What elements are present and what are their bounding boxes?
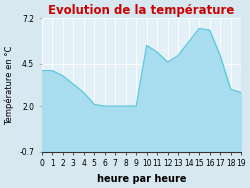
Y-axis label: Température en °C: Température en °C <box>4 45 14 125</box>
Title: Evolution de la température: Evolution de la température <box>48 4 234 17</box>
X-axis label: heure par heure: heure par heure <box>97 174 186 184</box>
